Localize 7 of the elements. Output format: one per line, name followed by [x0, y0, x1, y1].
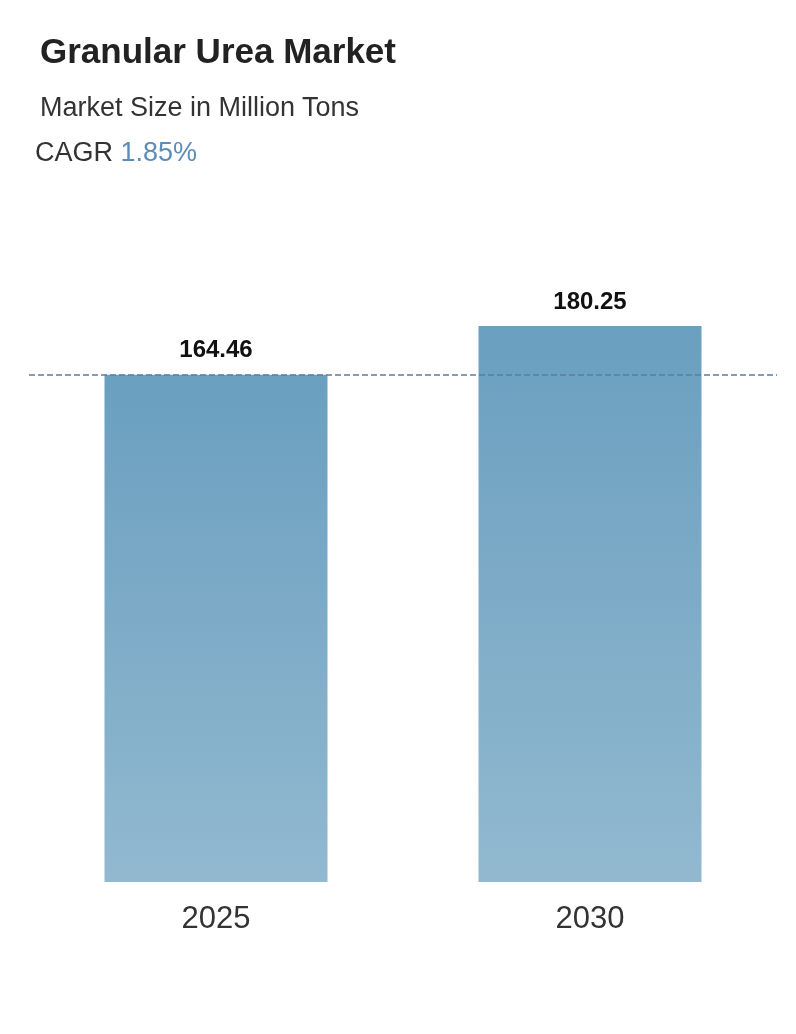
data-label: 180.25 — [553, 286, 627, 314]
x-tick-label: 2025 — [181, 900, 251, 935]
text: CAGR 1.85% — [35, 136, 198, 167]
x-tick-label: 2030 — [555, 900, 625, 935]
data-label: 164.46 — [179, 335, 253, 363]
chart-subtitle: Market Size in Million Tons — [40, 91, 360, 122]
chart-title: Granular Urea Market — [40, 31, 397, 70]
